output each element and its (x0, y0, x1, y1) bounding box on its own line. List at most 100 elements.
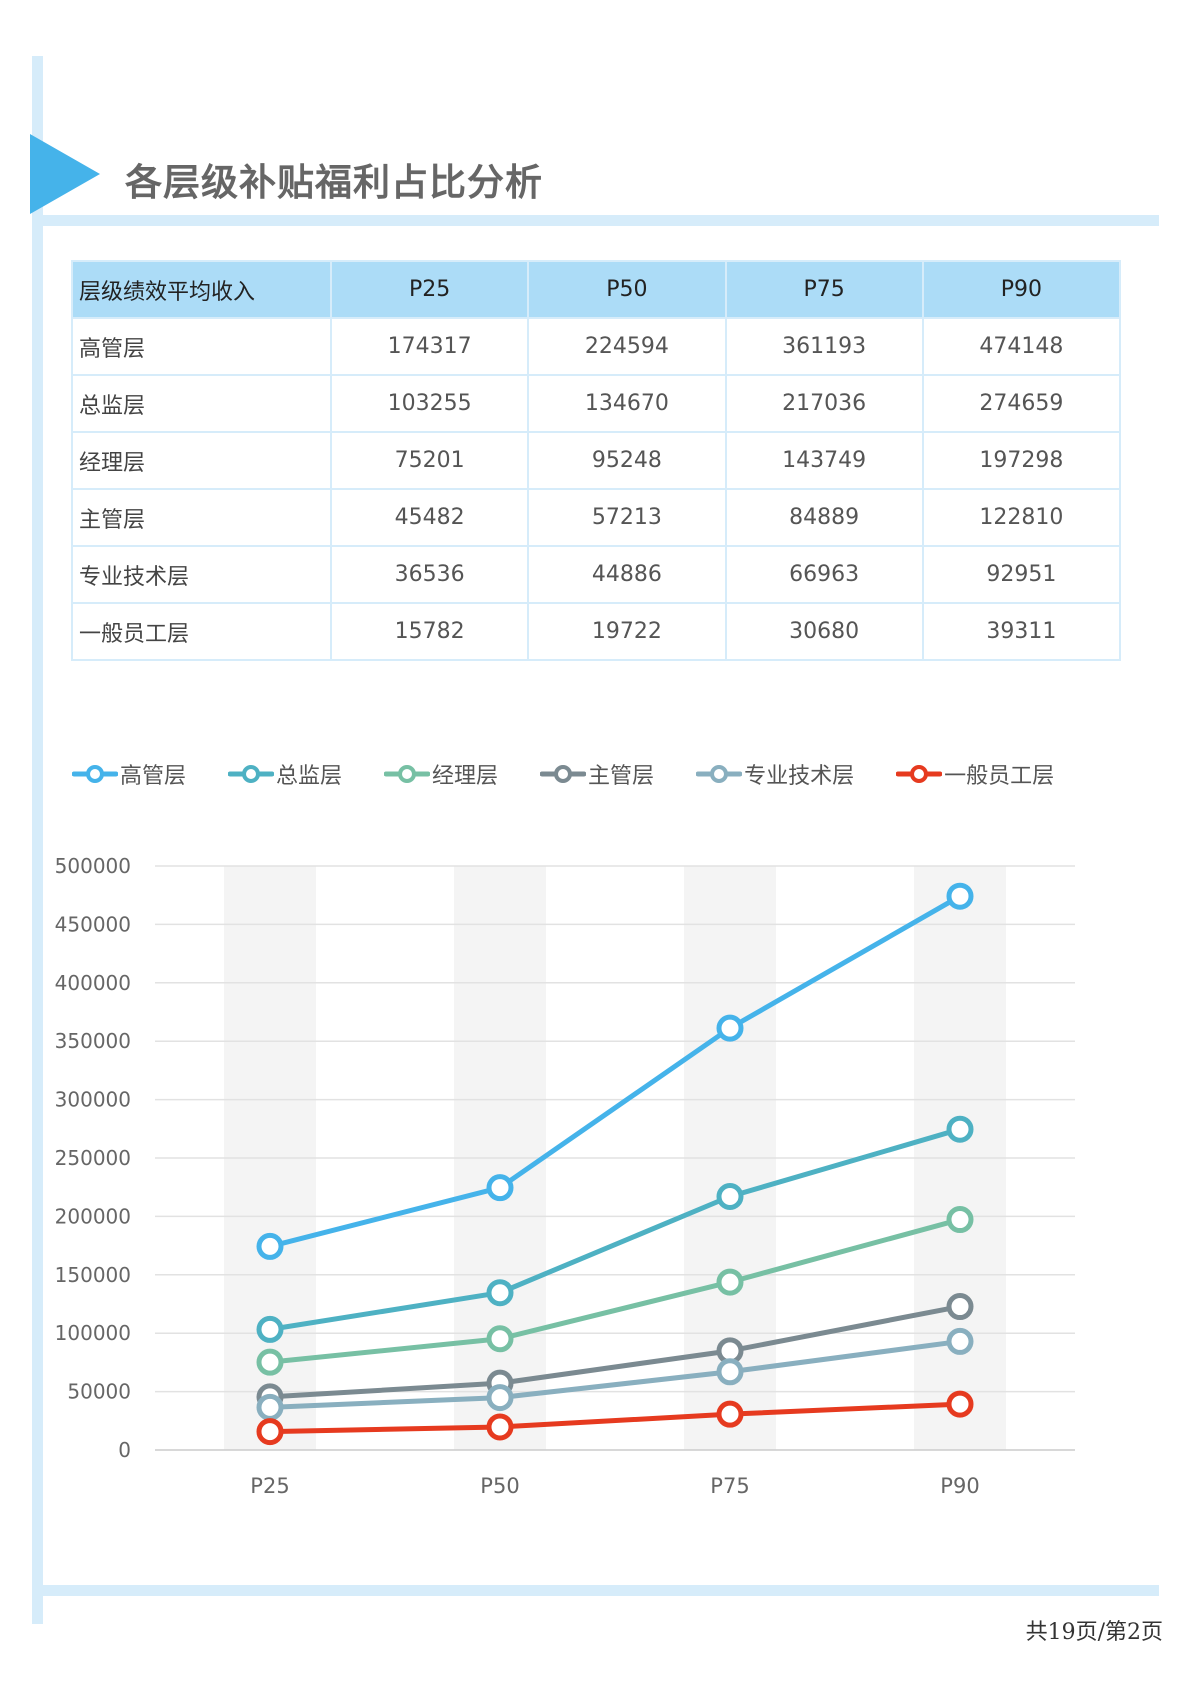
table-header-cell: P50 (527, 260, 727, 319)
table-cell: 174317 (329, 317, 530, 376)
data-point (256, 1383, 284, 1411)
y-tick-label: 250000 (55, 1146, 131, 1170)
left-accent-bar (32, 56, 43, 1624)
data-point (946, 1390, 974, 1418)
title-triangle-icon (30, 134, 100, 214)
series-line (267, 1217, 963, 1365)
table-cell: 122810 (921, 488, 1122, 547)
column-band (454, 866, 546, 1450)
header-divider (32, 215, 1159, 226)
data-point (486, 1325, 514, 1353)
table-row: 专业技术层 36536 44886 66963 92951 (71, 545, 1122, 604)
legend-item: 高管层 (72, 758, 186, 790)
legend-item: 一般员工层 (896, 758, 1054, 790)
table-row: 主管层 45482 57213 84889 122810 (71, 488, 1122, 547)
table-cell: 45482 (329, 488, 530, 547)
data-table: 层级绩效平均收入 P25 P50 P75 P90 高管层 174317 2245… (71, 260, 1122, 661)
data-point (486, 1174, 514, 1202)
y-tick-label: 50000 (67, 1380, 131, 1404)
table-cell: 75201 (329, 431, 530, 490)
data-point (486, 1384, 514, 1412)
legend-marker-icon (696, 765, 743, 783)
data-point (716, 1268, 744, 1296)
chart-legend: 高管层 总监层 经理层 主管层 专业技术层 一般员工层 (72, 758, 1054, 790)
data-point (716, 1014, 744, 1042)
row-label: 主管层 (71, 488, 332, 547)
y-tick-label: 0 (118, 1438, 131, 1462)
legend-marker-icon (540, 765, 587, 783)
table-header-cell: P75 (724, 260, 924, 319)
column-band (684, 866, 776, 1450)
row-label: 经理层 (71, 431, 332, 490)
table-row: 一般员工层 15782 19722 30680 39311 (71, 602, 1122, 661)
data-point (256, 1418, 284, 1446)
data-point (256, 1393, 284, 1421)
y-tick-label: 100000 (55, 1321, 131, 1345)
table-cell: 30680 (724, 602, 924, 661)
data-point (486, 1413, 514, 1441)
data-point (256, 1348, 284, 1376)
data-point (946, 1293, 974, 1321)
legend-item: 主管层 (540, 758, 654, 790)
x-tick-label: P25 (250, 1474, 289, 1498)
table-cell: 95248 (527, 431, 727, 490)
table-header-row: 层级绩效平均收入 P25 P50 P75 P90 (71, 260, 1122, 319)
table-cell: 143749 (724, 431, 924, 490)
legend-label: 高管层 (120, 764, 187, 789)
series-line (267, 1401, 963, 1435)
row-label: 专业技术层 (71, 545, 332, 604)
table-cell: 39311 (921, 602, 1122, 661)
data-point (256, 1232, 284, 1260)
x-tick-label: P75 (710, 1474, 749, 1498)
data-point (946, 882, 974, 910)
page-title: 各层级补贴福利占比分析 (125, 161, 543, 204)
data-point (716, 1358, 744, 1386)
table-header-cell: 层级绩效平均收入 (71, 260, 332, 319)
table-cell: 224594 (527, 317, 727, 376)
legend-item: 专业技术层 (696, 758, 854, 790)
table-cell: 19722 (527, 602, 727, 661)
legend-marker-icon (384, 765, 431, 783)
y-tick-label: 300000 (55, 1088, 131, 1112)
table-cell: 217036 (724, 374, 924, 433)
series-line (267, 1304, 963, 1400)
table-row: 高管层 174317 224594 361193 474148 (71, 317, 1122, 376)
x-tick-label: P50 (480, 1474, 519, 1498)
y-tick-label: 450000 (55, 912, 131, 936)
table-cell: 92951 (921, 545, 1122, 604)
table-row: 总监层 103255 134670 217036 274659 (71, 374, 1122, 433)
page-number: 共19页/第2页 (1025, 1620, 1163, 1645)
legend-marker-icon (72, 765, 118, 783)
table-header-cell: P25 (329, 260, 530, 319)
data-point (486, 1279, 514, 1307)
y-tick-label: 500000 (55, 854, 131, 878)
table-cell: 103255 (329, 374, 530, 433)
x-tick-label: P90 (940, 1474, 979, 1498)
y-tick-label: 400000 (55, 971, 131, 995)
data-point (486, 1369, 514, 1397)
legend-item: 经理层 (384, 758, 498, 790)
table-cell: 474148 (921, 317, 1122, 376)
table-cell: 36536 (329, 545, 530, 604)
row-label: 高管层 (71, 317, 332, 376)
row-label: 一般员工层 (71, 602, 332, 661)
data-point (946, 1206, 974, 1234)
legend-label: 主管层 (588, 764, 655, 789)
table-header-cell: P90 (921, 260, 1122, 319)
table-cell: 84889 (724, 488, 924, 547)
y-tick-label: 200000 (55, 1204, 131, 1228)
legend-marker-icon (896, 765, 943, 783)
table-cell: 44886 (527, 545, 727, 604)
data-point (716, 1337, 744, 1365)
series-line (267, 1126, 963, 1332)
y-tick-label: 350000 (55, 1029, 131, 1053)
legend-label: 一般员工层 (944, 764, 1055, 789)
y-tick-label: 150000 (55, 1263, 131, 1287)
data-point (946, 1327, 974, 1355)
table-cell: 274659 (921, 374, 1122, 433)
data-point (716, 1183, 744, 1211)
table-cell: 15782 (329, 602, 530, 661)
legend-label: 经理层 (432, 764, 499, 789)
column-band (914, 866, 1006, 1450)
